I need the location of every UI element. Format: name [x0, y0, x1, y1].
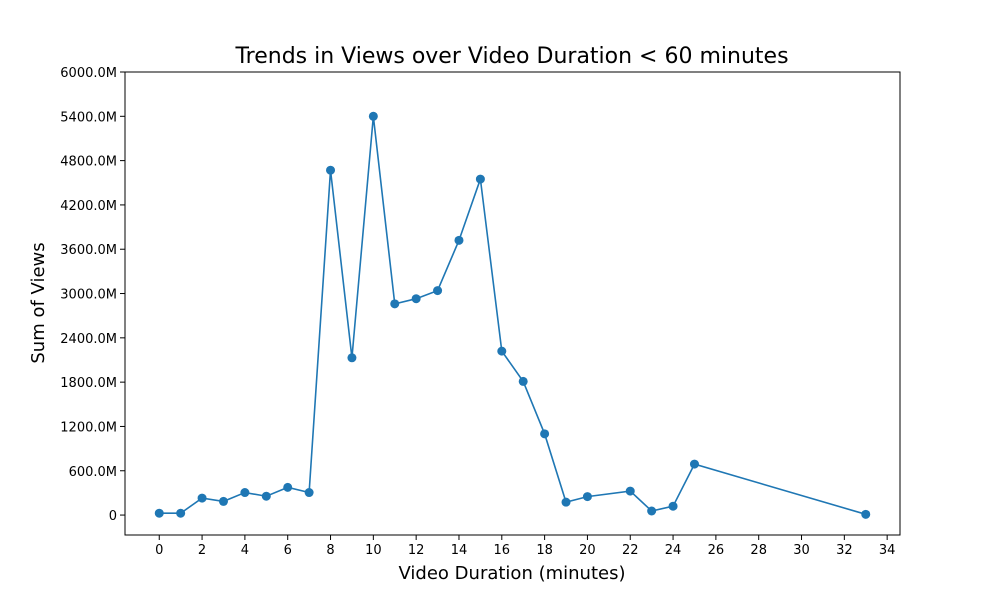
- y-tick-label: 5400.0M: [60, 110, 117, 125]
- x-tick-label: 14: [451, 543, 468, 558]
- x-axis: 0 2 4 6 8 10 12 14 16 18 20 22 24 26 28 30 32 34: [155, 535, 895, 558]
- y-tick-label: 3000.0M: [60, 288, 117, 303]
- data-point: [647, 506, 657, 516]
- plot-area: [124, 71, 901, 536]
- x-tick-label: 6: [284, 543, 292, 558]
- x-tick-label: 10: [365, 543, 382, 558]
- data-point: [668, 501, 678, 511]
- x-tick-label: 24: [665, 543, 682, 558]
- x-axis-label: Video Duration (minutes): [399, 563, 626, 584]
- data-point: [411, 294, 421, 304]
- y-tick-label: 4800.0M: [60, 155, 117, 170]
- x-tick-label: 20: [579, 543, 596, 558]
- data-point: [347, 353, 357, 363]
- x-tick-label: 22: [622, 543, 639, 558]
- y-tick-label: 6000.0M: [60, 66, 117, 81]
- x-tick-label: 12: [408, 543, 425, 558]
- data-point: [518, 376, 528, 386]
- x-tick-label: 0: [155, 543, 163, 558]
- y-tick-label: 1800.0M: [60, 376, 117, 391]
- data-point: [454, 235, 464, 245]
- x-tick-label: 26: [708, 543, 725, 558]
- y-axis-label: Sum of Views: [28, 242, 49, 363]
- plot-frame: [124, 71, 901, 536]
- data-point: [433, 286, 443, 296]
- x-tick-label: 2: [198, 543, 206, 558]
- x-tick-label: 34: [879, 543, 896, 558]
- data-point: [561, 497, 571, 507]
- data-point: [283, 482, 293, 492]
- data-point: [475, 174, 485, 184]
- y-tick-label: 0: [109, 509, 117, 524]
- x-tick-label: 8: [326, 543, 334, 558]
- data-point: [240, 488, 250, 498]
- data-point: [582, 492, 592, 502]
- data-point: [497, 346, 507, 356]
- data-point: [625, 486, 635, 496]
- y-tick-label: 4200.0M: [60, 199, 117, 214]
- x-tick-label: 16: [494, 543, 511, 558]
- data-point: [304, 488, 314, 498]
- data-point: [326, 165, 336, 175]
- series-line: [159, 116, 866, 516]
- data-point: [368, 111, 378, 121]
- data-point: [861, 509, 871, 519]
- x-tick-label: 30: [793, 543, 810, 558]
- data-point: [390, 299, 400, 309]
- x-tick-label: 28: [750, 543, 767, 558]
- x-tick-label: 32: [836, 543, 853, 558]
- y-tick-label: 2400.0M: [60, 332, 117, 347]
- x-tick-label: 18: [536, 543, 553, 558]
- data-point: [154, 508, 164, 518]
- y-tick-label: 1200.0M: [60, 420, 117, 435]
- y-axis: 0 600.0M 1200.0M 1800.0M 2400.0M 3000.0M 3600.…: [60, 66, 125, 524]
- data-point: [540, 429, 550, 439]
- data-point: [218, 496, 228, 506]
- data-point: [197, 493, 207, 503]
- data-point: [261, 491, 271, 501]
- y-tick-label: 600.0M: [69, 465, 117, 480]
- data-point: [689, 459, 699, 469]
- x-tick-label: 4: [241, 543, 249, 558]
- y-tick-label: 3600.0M: [60, 243, 117, 258]
- data-point: [176, 508, 186, 518]
- chart-title: Trends in Views over Video Duration < 60…: [234, 44, 788, 69]
